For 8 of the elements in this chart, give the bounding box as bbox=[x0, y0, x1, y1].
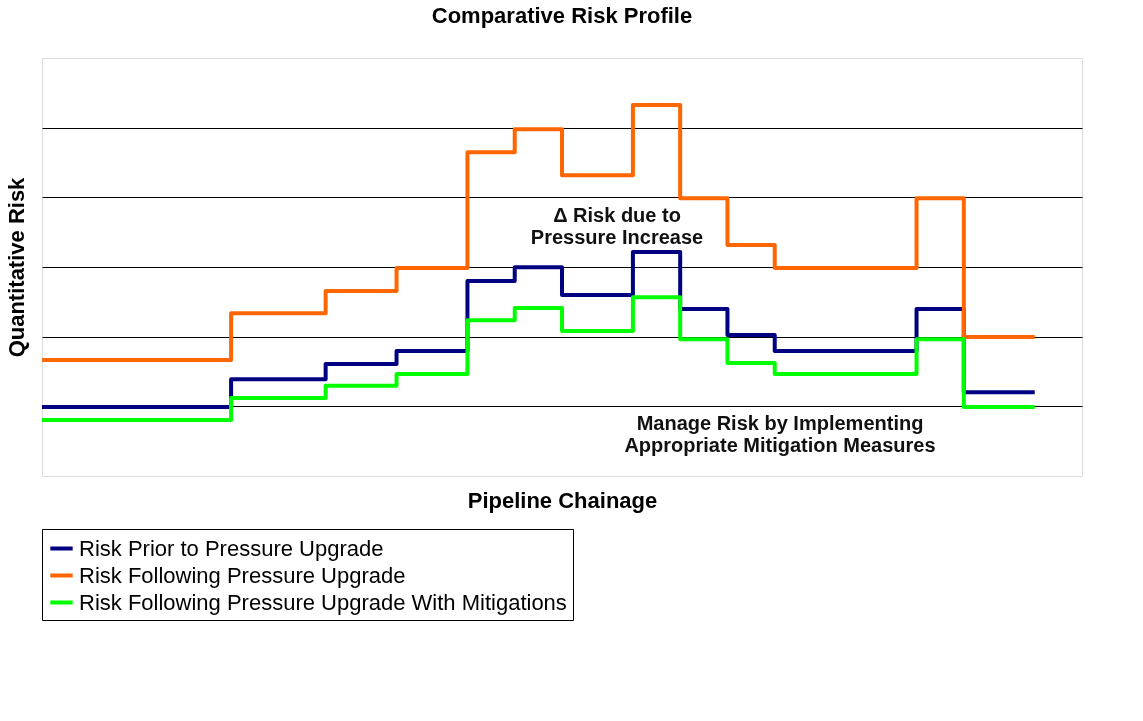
legend-label: Risk Following Pressure Upgrade bbox=[79, 562, 406, 588]
chart-title: Comparative Risk Profile bbox=[431, 3, 693, 28]
x-axis-title: Pipeline Chainage bbox=[467, 487, 658, 513]
legend-label: Risk Following Pressure Upgrade With Mitigations bbox=[79, 589, 567, 615]
annotation: Manage Risk by Implementing Appropriate Mitigation Measures bbox=[624, 412, 936, 456]
y-axis-title: Quantitative Risk bbox=[3, 176, 29, 358]
annotation: Δ Risk due to Pressure Increase bbox=[530, 204, 704, 248]
legend-label: Risk Prior to Pressure Upgrade bbox=[79, 535, 384, 561]
